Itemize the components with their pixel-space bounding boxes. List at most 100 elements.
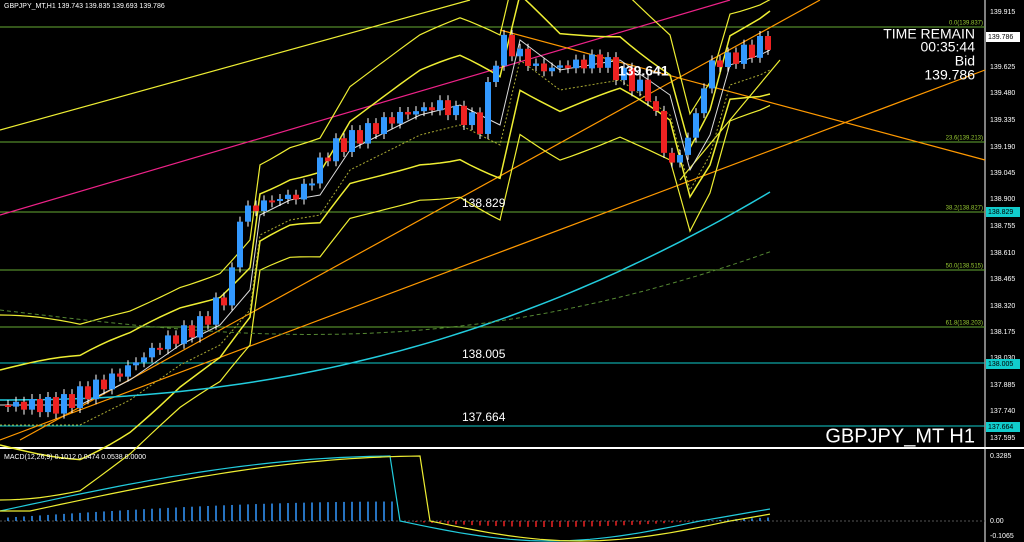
candle-body (517, 48, 523, 57)
price-axis-label: 137.595 (990, 435, 1015, 442)
candle-body (205, 316, 211, 325)
candle-body (581, 59, 587, 69)
candle-body (677, 154, 683, 163)
candle-body (573, 59, 579, 69)
candle-body (69, 394, 75, 408)
candle-body (717, 60, 723, 68)
candle-body (549, 67, 555, 72)
price-axis-label: 139.480 (990, 90, 1015, 97)
candle-body (661, 110, 667, 153)
candle-body (701, 88, 707, 114)
candle-body (181, 325, 187, 344)
candle-body (373, 123, 379, 134)
candle-body (421, 107, 427, 112)
candles (5, 29, 771, 419)
candle-body (589, 54, 595, 69)
candle-body (77, 386, 83, 408)
candle-body (61, 394, 67, 414)
candle-body (213, 297, 219, 325)
candle-body (173, 335, 179, 344)
candle-body (709, 60, 715, 89)
price-axis-label: 139.915 (990, 9, 1015, 16)
horizontal-lines (0, 26, 985, 427)
moving-average (0, 251, 771, 336)
indicator-line (0, 0, 771, 371)
moving-average (0, 191, 771, 401)
indicator-line (0, 0, 771, 325)
fib-label: 38.2(138.827) (946, 206, 983, 212)
macd-panel (0, 455, 985, 542)
candle-body (613, 57, 619, 81)
candle-body (541, 63, 547, 72)
fib-label: 50.0(138.515) (946, 264, 983, 270)
candle-body (525, 48, 531, 66)
candle-body (621, 67, 627, 81)
level-label: 138.829 (462, 196, 506, 210)
macd-axis-label: -0.1065 (990, 533, 1014, 540)
price-axis-label: 139.625 (990, 64, 1015, 71)
fib-label: 23.6(139.213) (946, 136, 983, 142)
signal-line (0, 455, 771, 542)
candle-body (637, 79, 643, 92)
candle-body (189, 325, 195, 338)
bid: 139.786 (924, 67, 975, 83)
price-tag-box (986, 32, 1020, 42)
candle-body (413, 111, 419, 115)
candle-body (125, 365, 131, 377)
candle-body (685, 137, 691, 155)
price-axis-label: 137.740 (990, 408, 1015, 415)
candle-body (325, 157, 331, 162)
candle-body (645, 79, 651, 102)
candle-body (397, 111, 403, 124)
candle-body (333, 138, 339, 162)
price-axis-label: 138.030 (990, 355, 1015, 362)
candle-body (437, 100, 443, 111)
candle-body (565, 65, 571, 69)
price-tag: 137.664 (988, 424, 1013, 431)
candle-body (533, 63, 539, 66)
candle-body (669, 152, 675, 163)
indicator-line (0, 87, 771, 461)
candle-body (445, 100, 451, 116)
price-axis-label: 139.190 (990, 144, 1015, 151)
candle-body (341, 138, 347, 152)
bid-label: Bid (955, 53, 975, 69)
candle-body (317, 157, 323, 184)
price-tag: 138.005 (988, 361, 1013, 368)
candle-body (101, 379, 107, 390)
price-axis-label: 139.335 (990, 117, 1015, 124)
candle-body (605, 57, 611, 68)
candle-body (245, 205, 251, 222)
macd-axis-label: 0.00 (990, 518, 1004, 525)
candle-body (269, 200, 275, 203)
candle-body (157, 347, 163, 350)
fib-label: 0.0(139.837) (949, 21, 983, 27)
price-tag-box (986, 207, 1020, 217)
candle-body (261, 200, 267, 212)
price-tag: 138.829 (988, 209, 1013, 216)
candle-body (109, 373, 115, 390)
price-tag-box (986, 422, 1020, 432)
candle-body (53, 397, 59, 414)
price-axis-label: 138.610 (990, 250, 1015, 257)
high-label: 139.641 (618, 63, 669, 79)
indicator-line (0, 104, 771, 501)
candle-body (45, 397, 51, 413)
candle-body (85, 386, 91, 400)
candle-body (133, 362, 139, 366)
candle-body (509, 34, 515, 57)
candle-body (741, 44, 747, 64)
candle-body (229, 267, 235, 306)
candle-body (365, 123, 371, 144)
candle-body (733, 52, 739, 64)
candle-body (293, 194, 299, 200)
candle-body (165, 335, 171, 350)
candle-body (197, 316, 203, 338)
candle-body (453, 105, 459, 116)
fib-label: 61.8(138.203) (946, 321, 983, 327)
candle-body (429, 107, 435, 111)
candle-body (37, 399, 43, 413)
candle-body (117, 373, 123, 377)
